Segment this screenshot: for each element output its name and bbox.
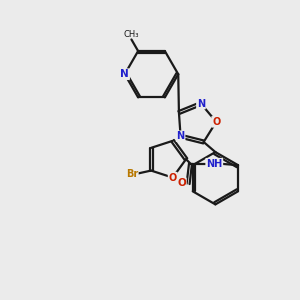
Text: N: N [197,99,205,109]
Text: N: N [176,131,184,141]
Text: N: N [120,69,129,79]
Text: O: O [212,117,220,127]
Text: NH: NH [206,159,222,169]
Text: CH₃: CH₃ [124,30,139,39]
Text: O: O [177,178,186,188]
Text: O: O [169,172,177,183]
Text: Br: Br [126,169,138,178]
